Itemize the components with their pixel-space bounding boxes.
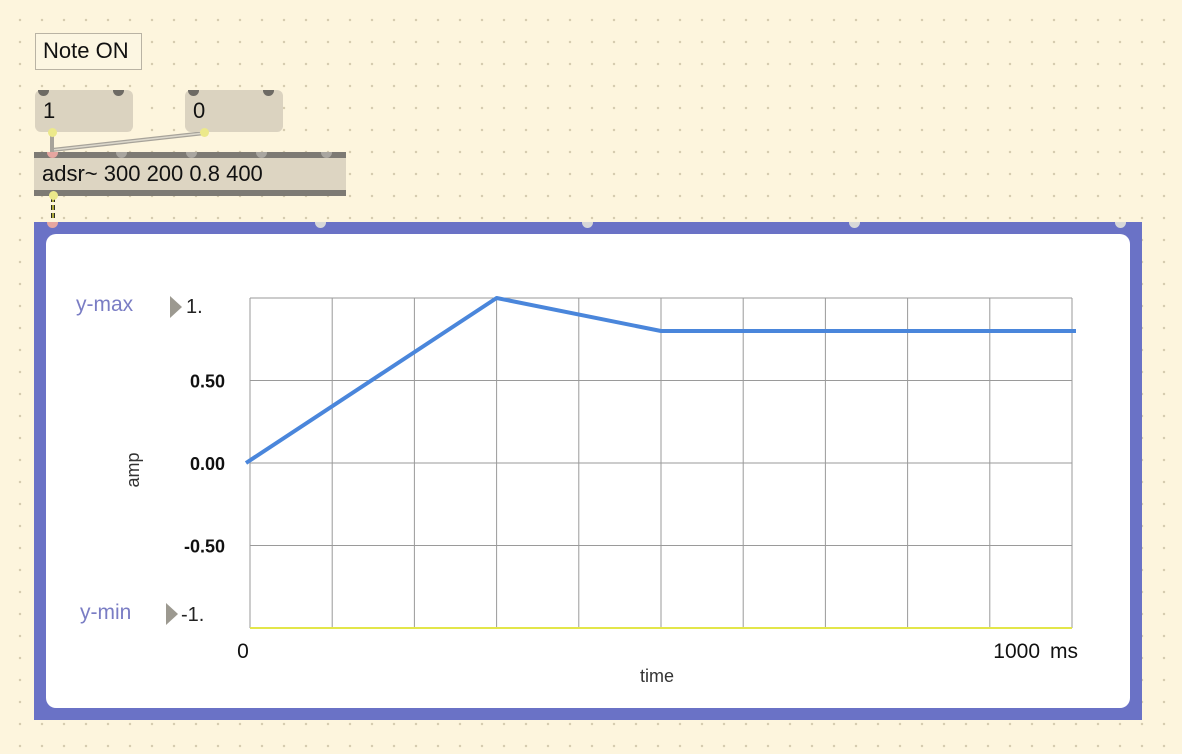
y-min-number[interactable]: -1. <box>181 604 205 626</box>
inlet-icon[interactable] <box>315 222 326 228</box>
y-tick-label: 0.50 <box>190 372 225 392</box>
outlet-icon[interactable] <box>49 191 58 200</box>
message-box-1[interactable]: 1 <box>35 90 133 132</box>
inlet-icon[interactable] <box>47 152 58 158</box>
inlet-icon[interactable] <box>263 90 274 96</box>
inlet-icon[interactable] <box>321 152 332 158</box>
x-unit-label: ms <box>1050 640 1078 663</box>
outlet-icon[interactable] <box>48 128 57 137</box>
y-axis-label: amp <box>123 452 143 487</box>
inlet-icon[interactable] <box>256 152 267 158</box>
y-min-label: y-min <box>80 601 132 624</box>
x-axis-label: time <box>640 666 674 686</box>
inlet-icon[interactable] <box>1115 222 1126 228</box>
inlet-icon[interactable] <box>113 90 124 96</box>
message-label: 0 <box>193 98 206 123</box>
y-max-number[interactable]: 1. <box>186 296 203 318</box>
message-box-0[interactable]: 0 <box>185 90 283 132</box>
inlet-icon[interactable] <box>849 222 860 228</box>
x-tick-label: 0 <box>237 640 249 663</box>
y-tick-label: -0.50 <box>184 537 225 557</box>
inlet-icon[interactable] <box>582 222 593 228</box>
note-on-comment: Note ON <box>35 33 142 70</box>
triangle-right-icon[interactable] <box>166 603 178 625</box>
x-tick-label: 1000 <box>993 640 1040 663</box>
inlet-icon[interactable] <box>47 222 58 228</box>
y-max-label: y-max <box>76 293 134 316</box>
message-label: 1 <box>43 98 56 123</box>
y-tick-label: 0.00 <box>190 454 225 474</box>
inlet-icon[interactable] <box>38 90 49 96</box>
triangle-right-icon[interactable] <box>170 296 182 318</box>
outlet-icon[interactable] <box>200 128 209 137</box>
inlet-icon[interactable] <box>186 152 197 158</box>
inlet-icon[interactable] <box>188 90 199 96</box>
envelope-line <box>244 296 1076 465</box>
inlet-icon[interactable] <box>116 152 127 158</box>
